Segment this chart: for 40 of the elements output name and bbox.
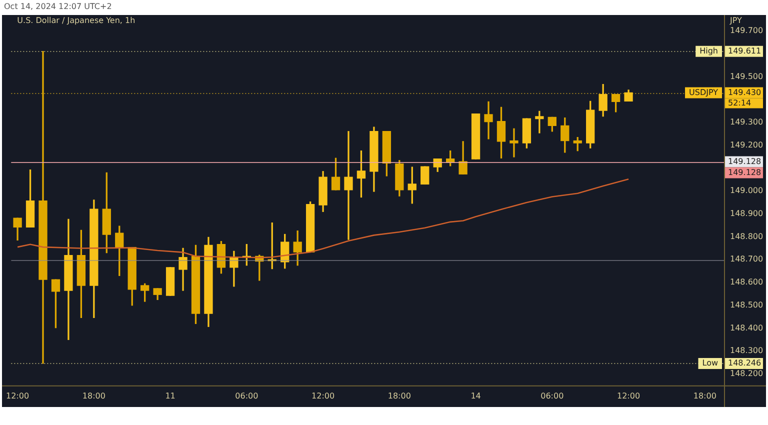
y-tick-label: 148.800 [730,232,764,241]
ref-line-label: 149.128 [728,156,762,166]
text: Oct 14, 2024 12:07 UTC+2 [4,2,112,12]
annotation: High [700,46,718,56]
y-tick-label: 149.200 [730,140,764,150]
candlestick [484,101,493,140]
x-tick-label: 06:00 [540,391,564,400]
candlestick [38,51,48,364]
x-tick-label: 12:00 [6,391,30,400]
text: 52:14 [728,98,752,108]
candlestick [344,131,353,240]
y-tick-label: 148.600 [730,278,764,287]
x-tick-label: 14 [470,391,481,400]
y-axis-title: JPY [729,16,742,26]
y-tick-label: 148.400 [730,323,764,332]
chart-title: U.S. Dollar / Japanese Yen, 1h [17,16,136,26]
y-tick-label: 149.000 [730,186,764,196]
x-tick-label: 18:00 [693,391,716,400]
ref-line-label: 148.246 [728,358,762,368]
ref-line-label: 149.611 [728,46,762,56]
x-tick-label: 18:00 [82,391,106,400]
y-tick-label: 148.300 [730,346,764,356]
x-tick-label: 18:00 [388,391,411,400]
y-tick-label: 149.300 [730,118,764,127]
annotation: Low [702,358,718,368]
candlestick [535,110,544,134]
y-tick-label: 148.500 [730,300,764,310]
candlestick [510,128,518,158]
y-tick-label: 148.700 [730,254,764,264]
y-tick-label: 149.500 [730,72,764,81]
y-tick-label: 148.900 [730,208,764,218]
x-tick-label: 11 [165,391,176,400]
y-tick-label: 149.700 [730,26,764,36]
x-tick-label: 12:00 [312,391,335,400]
annotation: USDJPY [689,88,718,97]
ref-line-label: 149.128 [728,168,762,177]
x-tick-label: 06:00 [235,391,258,400]
ref-line-label: 149.430 [728,88,762,97]
x-tick-label: 12:00 [617,391,640,400]
y-tick-label: 148.200 [730,369,764,378]
